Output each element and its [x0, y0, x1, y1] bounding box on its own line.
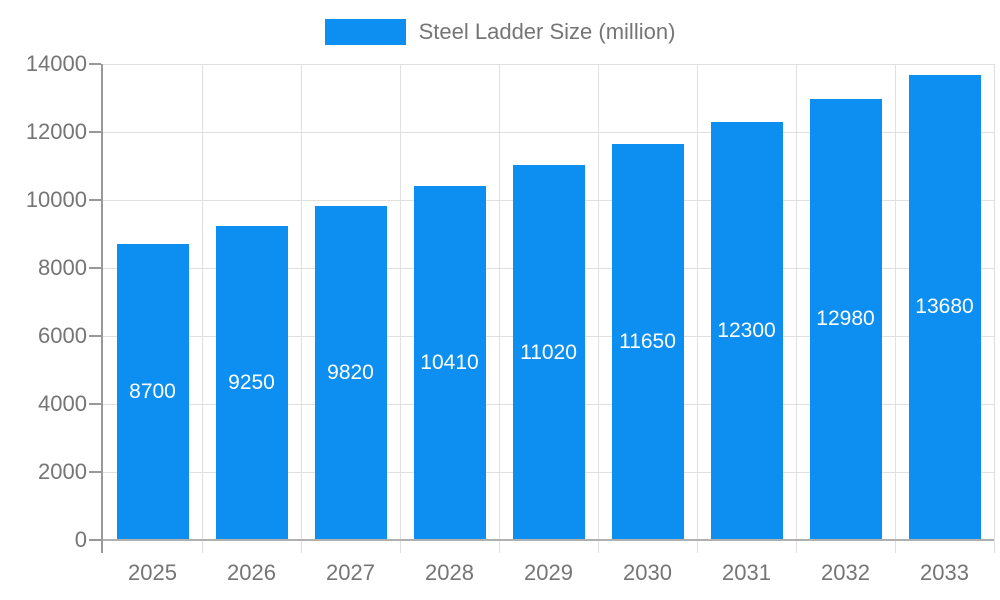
bar-value-label: 9820 — [327, 361, 374, 385]
x-axis-label-2031: 2031 — [722, 560, 771, 585]
bar-value-label: 12980 — [816, 307, 875, 331]
bar-2031[interactable]: 12300 — [710, 121, 783, 540]
bar-2027[interactable]: 9820 — [314, 206, 387, 540]
bar-2026[interactable]: 9250 — [215, 225, 288, 540]
x-axis-tick — [300, 540, 302, 553]
x-axis-label-2030: 2030 — [623, 560, 672, 585]
v-gridline — [696, 64, 698, 540]
bar-value-label: 11020 — [520, 340, 577, 364]
v-gridline — [498, 64, 500, 540]
x-axis-tick — [795, 540, 797, 553]
v-gridline — [300, 64, 302, 540]
legend-swatch — [324, 19, 406, 45]
x-axis-label-2028: 2028 — [425, 560, 474, 585]
y-axis-tick — [89, 63, 101, 65]
y-axis-tick — [89, 199, 101, 201]
bar-2025[interactable]: 8700 — [116, 244, 189, 540]
bar-value-label: 8700 — [129, 380, 176, 404]
legend-item[interactable]: Steel Ladder Size (million) — [0, 15, 1000, 49]
bar-value-label: 12300 — [717, 318, 776, 342]
bar-2030[interactable]: 11650 — [611, 143, 684, 540]
h-gridline — [103, 63, 994, 65]
v-gridline — [993, 64, 995, 540]
x-axis-label-2029: 2029 — [524, 560, 573, 585]
x-axis-tick — [696, 540, 698, 553]
y-axis-tick — [89, 403, 101, 405]
x-axis-tick — [201, 540, 203, 553]
y-axis-label: 6000 — [38, 323, 87, 348]
h-gridline — [103, 131, 994, 133]
x-axis-tick — [993, 540, 995, 553]
y-axis-tick — [89, 539, 101, 541]
x-axis-label-2025: 2025 — [128, 560, 177, 585]
y-axis-tick — [89, 335, 101, 337]
y-axis-label: 8000 — [38, 255, 87, 280]
bar-2028[interactable]: 10410 — [413, 186, 486, 540]
x-axis-tick — [894, 540, 896, 553]
x-axis-label-2027: 2027 — [326, 560, 375, 585]
x-axis-label-2033: 2033 — [920, 560, 969, 585]
y-axis-label: 0 — [74, 527, 87, 552]
y-axis-label: 12000 — [25, 119, 87, 144]
x-axis-tick — [597, 540, 599, 553]
bar-2033[interactable]: 13680 — [908, 74, 981, 540]
bar-value-label: 13680 — [915, 295, 974, 319]
y-axis-tick — [89, 471, 101, 473]
y-axis-label: 2000 — [38, 459, 87, 484]
v-gridline — [201, 64, 203, 540]
bar-value-label: 9250 — [228, 370, 275, 394]
v-gridline — [597, 64, 599, 540]
v-gridline — [795, 64, 797, 540]
y-axis-line — [101, 64, 103, 553]
x-axis-tick — [399, 540, 401, 553]
y-axis-label: 14000 — [25, 51, 87, 76]
y-axis-tick — [89, 267, 101, 269]
x-axis-line — [103, 539, 994, 541]
bar-2029[interactable]: 11020 — [512, 165, 585, 540]
x-axis-label-2032: 2032 — [821, 560, 870, 585]
y-axis-label: 10000 — [25, 187, 87, 212]
v-gridline — [399, 64, 401, 540]
x-axis-label-2026: 2026 — [227, 560, 276, 585]
bar-value-label: 11650 — [619, 329, 676, 353]
bar-2032[interactable]: 12980 — [809, 98, 882, 540]
y-axis-tick — [89, 131, 101, 133]
legend-label: Steel Ladder Size (million) — [418, 19, 676, 44]
bar-value-label: 10410 — [420, 351, 479, 375]
x-axis-tick — [498, 540, 500, 553]
y-axis-label: 4000 — [38, 391, 87, 416]
v-gridline — [894, 64, 896, 540]
